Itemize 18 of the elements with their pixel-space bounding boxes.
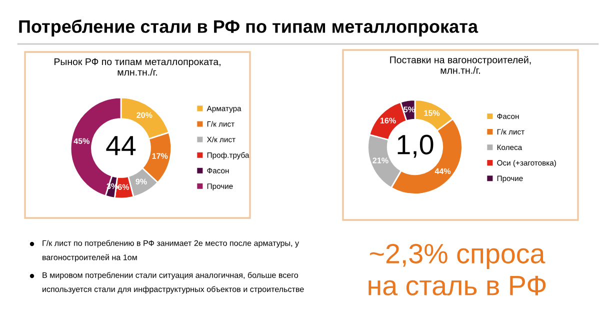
data-label: 9% [136, 178, 147, 184]
data-label: 5% [404, 106, 415, 112]
data-label: 44% [434, 168, 451, 174]
data-label: 17% [152, 153, 168, 159]
data-label: 20% [136, 112, 152, 118]
data-label: 6% [118, 184, 130, 190]
chart-title: Поставки на вагоностроителей, млн.тн./г. [390, 56, 531, 74]
text: В мировом потреблении стали ситуация аналогичная, больше всего используется стали для инфраструктурных объектов и строительстве [42, 272, 304, 294]
data-label: 21% [372, 158, 388, 164]
chart-title: Рынок РФ по типам металлопроката, млн.тн./г. [54, 58, 220, 76]
text: Г/к лист по потреблению в РФ занимает 2е место после арматуры, у вагоностроителей на 1ом [42, 240, 300, 262]
text: Потребление стали в РФ по типам металлопроката [19, 20, 478, 36]
data-label: 15% [424, 110, 440, 116]
text: ~2,3% спроса на сталь в РФ [368, 244, 546, 296]
data-label: 45% [74, 138, 90, 144]
data-label: 16% [380, 118, 396, 124]
text: 44 [106, 136, 136, 156]
text: 1,0 [398, 134, 434, 158]
